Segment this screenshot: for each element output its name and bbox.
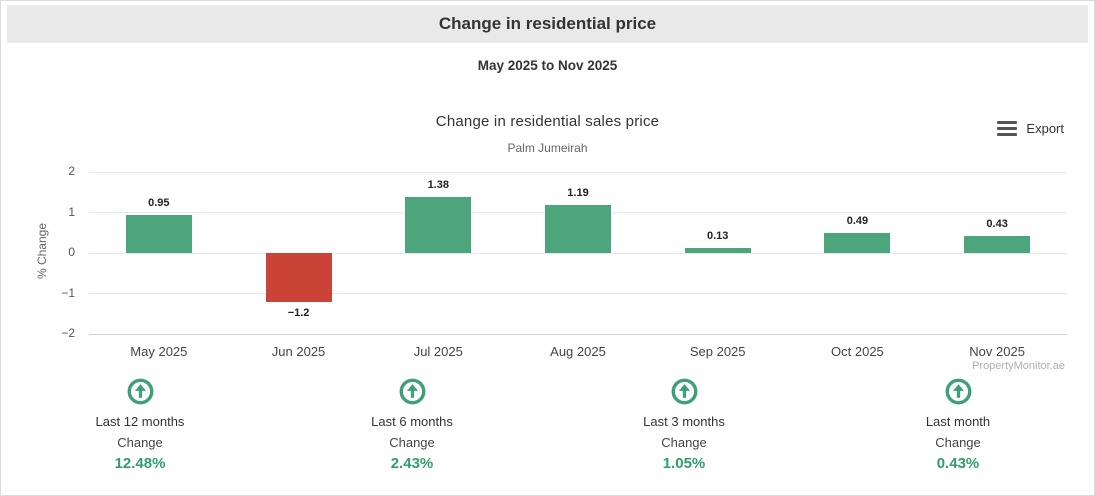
x-axis-tick-label: Aug 2025 [550, 344, 606, 359]
stat-value: 12.48% [114, 455, 166, 472]
bar-value-label: 1.19 [567, 186, 589, 199]
x-axis-tick-label: Nov 2025 [969, 344, 1025, 359]
stat-change-label: Change [661, 435, 707, 450]
circle-up-arrow-icon [127, 378, 154, 405]
bar-nov-2025[interactable] [964, 235, 1031, 253]
stat-block-6-months: Last 6 months Change 2.43% [302, 378, 522, 472]
y-axis-tick-label: −2 [61, 326, 75, 340]
plot-area [89, 171, 1067, 335]
stat-period-label: Last 6 months [371, 414, 453, 429]
export-menu-icon [997, 120, 1018, 136]
bar-may-2025[interactable] [125, 214, 192, 253]
stat-block-12-months: Last 12 months Change 12.48% [30, 378, 250, 472]
gridline [89, 333, 1067, 335]
bar-value-label: 1.38 [427, 179, 449, 192]
x-axis-tick-label: May 2025 [130, 344, 188, 359]
export-button[interactable]: Export [997, 115, 1064, 141]
x-axis-tick-label: Sep 2025 [689, 344, 746, 359]
y-axis-tick-label: 1 [68, 204, 75, 219]
circle-up-arrow-icon [945, 378, 972, 405]
stat-period-label: Last month [925, 414, 991, 429]
bar-value-label: −1.2 [287, 306, 310, 319]
stat-change-label: Change [935, 435, 981, 450]
bar-jul-2025[interactable] [405, 197, 472, 253]
y-axis-tick-label: 2 [68, 164, 75, 178]
gridline [89, 293, 1067, 294]
stat-period-label: Last 3 months [643, 414, 725, 429]
circle-up-arrow-icon [671, 378, 698, 405]
stat-value: 0.43% [936, 455, 980, 472]
x-axis-tick-label: Oct 2025 [831, 344, 884, 359]
stat-value: 2.43% [390, 455, 434, 472]
bar-value-label: 0.49 [846, 215, 869, 228]
stat-change-label: Change [117, 435, 163, 450]
stat-block-3-months: Last 3 months Change 1.05% [574, 378, 794, 472]
bar-sep-2025[interactable] [684, 247, 751, 253]
bar-value-label: 0.13 [706, 229, 729, 242]
widget-header: Change in residential price [7, 5, 1088, 43]
x-axis-tick-label: Jul 2025 [413, 344, 463, 359]
stat-change-label: Change [389, 435, 435, 450]
date-range-subtitle: May 2025 to Nov 2025 [477, 58, 618, 73]
bar-jun-2025[interactable] [265, 253, 332, 302]
bar-value-label: 0.95 [148, 196, 170, 209]
chart-subtitle: Palm Jumeirah [507, 141, 588, 155]
bar-oct-2025[interactable] [824, 233, 891, 253]
gridline [89, 252, 1067, 254]
chart-title: Change in residential sales price [435, 113, 660, 130]
page-title: Change in residential price [438, 14, 657, 33]
stat-block-last-month: Last month Change 0.43% [848, 378, 1068, 472]
stat-period-label: Last 12 months [95, 414, 185, 429]
stat-value: 1.05% [662, 455, 706, 472]
x-axis-tick-label: Jun 2025 [271, 344, 326, 359]
export-label: Export [1026, 120, 1064, 136]
circle-up-arrow-icon [399, 378, 426, 405]
bar-aug-2025[interactable] [545, 204, 611, 253]
propertymonitor-watermark: PropertyMonitor.ae [972, 360, 1065, 372]
bar-value-label: 0.43 [986, 217, 1008, 230]
y-axis-tick-label: 0 [68, 245, 75, 259]
gridline [89, 171, 1067, 173]
y-axis-tick-label: −1 [61, 285, 75, 300]
